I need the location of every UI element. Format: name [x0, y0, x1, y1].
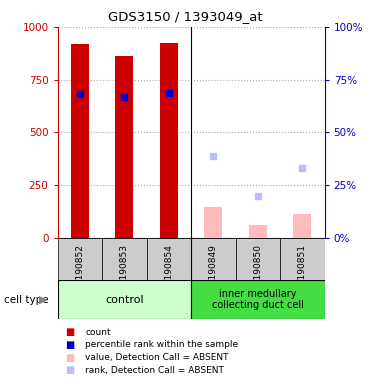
Text: GSM190850: GSM190850	[253, 245, 262, 300]
Bar	[115, 56, 133, 238]
Bar	[147, 238, 191, 280]
Text: ■: ■	[65, 340, 74, 350]
Text: value, Detection Call = ABSENT: value, Detection Call = ABSENT	[85, 353, 229, 362]
Bar	[280, 238, 325, 280]
Text: ■: ■	[65, 365, 74, 375]
Text: GSM190853: GSM190853	[120, 245, 129, 300]
Bar	[293, 214, 311, 238]
Bar	[71, 44, 89, 238]
Text: ■: ■	[65, 353, 74, 362]
Bar	[204, 207, 222, 238]
Bar	[58, 238, 102, 280]
Text: inner medullary
collecting duct cell: inner medullary collecting duct cell	[212, 289, 304, 310]
Bar	[160, 43, 178, 238]
Text: control: control	[105, 295, 144, 305]
Bar	[236, 238, 280, 280]
Text: ▶: ▶	[39, 295, 47, 305]
Text: GSM190851: GSM190851	[298, 245, 307, 300]
Bar	[191, 280, 325, 319]
Bar	[249, 225, 267, 238]
Text: ■: ■	[65, 327, 74, 337]
Text: GSM190852: GSM190852	[75, 245, 84, 299]
Text: percentile rank within the sample: percentile rank within the sample	[85, 340, 239, 349]
Text: cell type: cell type	[4, 295, 48, 305]
Bar	[102, 238, 147, 280]
Bar	[191, 238, 236, 280]
Text: GSM190854: GSM190854	[164, 245, 173, 299]
Text: GSM190849: GSM190849	[209, 245, 218, 299]
Text: count: count	[85, 328, 111, 337]
Text: GDS3150 / 1393049_at: GDS3150 / 1393049_at	[108, 10, 263, 23]
Text: rank, Detection Call = ABSENT: rank, Detection Call = ABSENT	[85, 366, 224, 375]
Bar	[58, 280, 191, 319]
